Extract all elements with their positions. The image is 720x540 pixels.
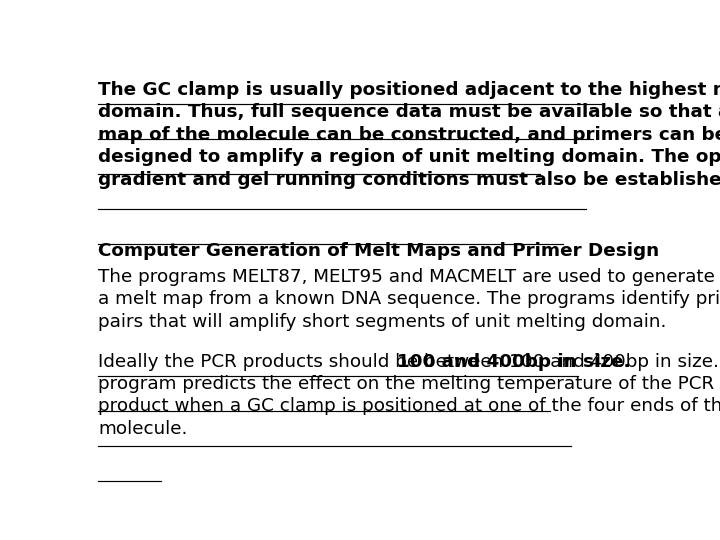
Text: The programs MELT87, MELT95 and MACMELT are used to generate
a melt map from a k: The programs MELT87, MELT95 and MACMELT … bbox=[99, 268, 720, 330]
Text: The GC clamp is usually positioned adjacent to the highest melting
domain. Thus,: The GC clamp is usually positioned adjac… bbox=[99, 80, 720, 188]
Text: Computer Generation of Melt Maps and Primer Design: Computer Generation of Melt Maps and Pri… bbox=[99, 241, 660, 260]
Text: 100 and 400bp in size.: 100 and 400bp in size. bbox=[397, 353, 631, 370]
Text: Ideally the PCR products should be between 100 and 400bp in size. The
program pr: Ideally the PCR products should be betwe… bbox=[99, 353, 720, 438]
